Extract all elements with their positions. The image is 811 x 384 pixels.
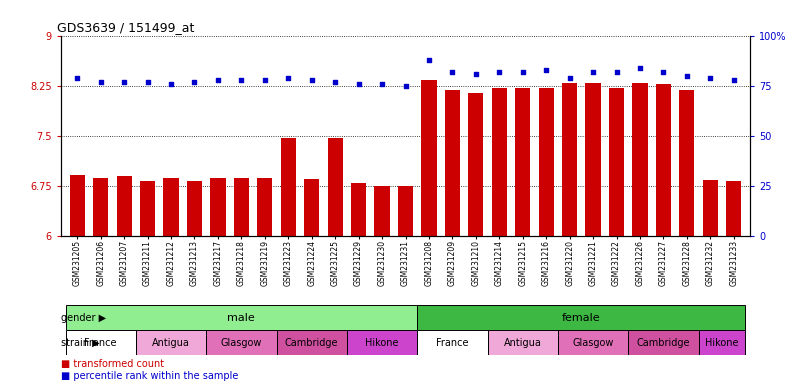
Bar: [66, 330, 136, 355]
Point: [352, 81, 365, 88]
Bar: [351, 183, 367, 236]
Bar: [515, 88, 530, 236]
Bar: [140, 181, 155, 236]
Point: [470, 71, 483, 78]
Text: ■ transformed count: ■ transformed count: [61, 359, 164, 369]
Bar: [257, 178, 272, 236]
Point: [446, 70, 459, 76]
Bar: [136, 330, 206, 355]
Bar: [234, 177, 249, 236]
Bar: [304, 179, 320, 236]
Point: [399, 83, 412, 89]
Point: [704, 75, 717, 81]
Text: Glasgow: Glasgow: [573, 338, 614, 348]
Bar: [656, 84, 671, 236]
Bar: [117, 176, 131, 236]
Point: [188, 79, 201, 86]
Text: France: France: [436, 338, 469, 348]
Point: [94, 79, 107, 86]
Point: [212, 77, 225, 83]
Text: Cambridge: Cambridge: [637, 338, 690, 348]
Bar: [539, 88, 554, 236]
Text: female: female: [562, 313, 601, 323]
Bar: [417, 305, 745, 330]
Point: [328, 79, 341, 86]
Bar: [206, 330, 277, 355]
Bar: [702, 180, 718, 236]
Text: France: France: [84, 338, 117, 348]
Text: gender ▶: gender ▶: [62, 313, 106, 323]
Text: strain ▶: strain ▶: [62, 338, 100, 348]
Text: Antigua: Antigua: [152, 338, 190, 348]
Point: [563, 75, 576, 81]
Point: [235, 77, 248, 83]
Bar: [277, 330, 347, 355]
Bar: [558, 330, 629, 355]
Point: [633, 65, 646, 71]
Point: [680, 73, 693, 79]
Bar: [163, 177, 178, 236]
Bar: [417, 330, 487, 355]
Point: [586, 70, 599, 76]
Point: [305, 77, 318, 83]
Bar: [70, 175, 85, 236]
Text: GDS3639 / 151499_at: GDS3639 / 151499_at: [58, 21, 195, 34]
Text: Hikone: Hikone: [365, 338, 399, 348]
Bar: [347, 330, 417, 355]
Bar: [281, 137, 296, 236]
Point: [539, 67, 552, 73]
Bar: [375, 186, 389, 236]
Point: [517, 70, 530, 76]
Bar: [468, 93, 483, 236]
Bar: [66, 305, 417, 330]
Text: Antigua: Antigua: [504, 338, 542, 348]
Point: [657, 70, 670, 76]
Bar: [210, 178, 225, 236]
Point: [118, 79, 131, 86]
Bar: [609, 88, 624, 236]
Bar: [422, 80, 436, 236]
Bar: [398, 186, 413, 236]
Point: [375, 81, 388, 88]
Bar: [562, 83, 577, 236]
Point: [423, 57, 436, 63]
Bar: [586, 83, 601, 236]
Text: Glasgow: Glasgow: [221, 338, 262, 348]
Bar: [698, 330, 745, 355]
Bar: [629, 330, 698, 355]
Point: [493, 70, 506, 76]
Text: Cambridge: Cambridge: [285, 338, 338, 348]
Point: [71, 75, 84, 81]
Bar: [633, 83, 648, 236]
Bar: [328, 138, 343, 236]
Point: [165, 81, 178, 88]
Point: [259, 77, 272, 83]
Bar: [93, 178, 109, 236]
Point: [141, 79, 154, 86]
Bar: [491, 88, 507, 236]
Point: [281, 75, 294, 81]
Point: [727, 77, 740, 83]
Bar: [726, 181, 741, 236]
Point: [610, 70, 623, 76]
Bar: [187, 181, 202, 236]
Text: Hikone: Hikone: [706, 338, 739, 348]
Bar: [444, 90, 460, 236]
Bar: [680, 90, 694, 236]
Bar: [487, 330, 558, 355]
Text: male: male: [228, 313, 255, 323]
Text: ■ percentile rank within the sample: ■ percentile rank within the sample: [61, 371, 238, 381]
